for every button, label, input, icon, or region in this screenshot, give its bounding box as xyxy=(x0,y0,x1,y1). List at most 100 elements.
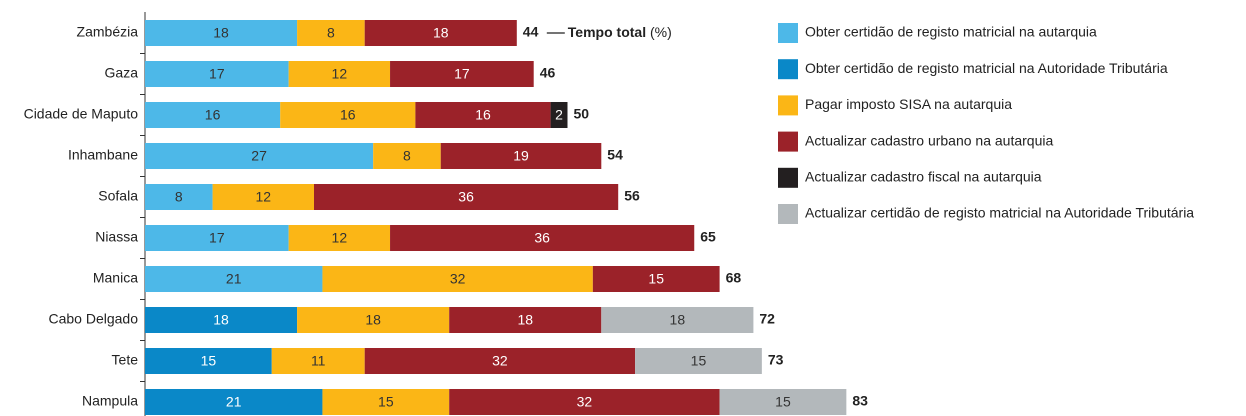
value-label: 8 xyxy=(403,148,411,164)
value-label: 32 xyxy=(492,353,508,369)
bar-segment xyxy=(449,389,720,415)
bar-segment xyxy=(145,102,281,128)
bar-segment xyxy=(145,61,289,87)
value-label: 8 xyxy=(175,189,183,205)
bar-segment xyxy=(550,102,568,128)
value-label: 36 xyxy=(458,189,474,205)
value-label: 15 xyxy=(378,394,394,410)
category-label: Cabo Delgado xyxy=(48,311,138,327)
bar-segment xyxy=(145,348,272,374)
bar-segment xyxy=(145,143,374,169)
bar-segment xyxy=(145,389,323,415)
bar-segment xyxy=(145,307,298,333)
bar-segment xyxy=(322,389,450,415)
bar-segment xyxy=(145,184,213,210)
bar-segment xyxy=(719,389,847,415)
annotation: Tempo total (%) xyxy=(568,24,672,40)
value-label: 18 xyxy=(670,312,686,328)
legend-swatch xyxy=(778,131,798,152)
legend-swatch xyxy=(778,95,798,116)
total-label: 44 xyxy=(523,24,539,40)
legend-label: Actualizar cadastro fiscal na autarquia xyxy=(805,169,1042,185)
category-label: Inhambane xyxy=(68,147,138,163)
category-label: Gaza xyxy=(105,65,139,81)
bar-segment xyxy=(288,225,391,251)
value-label: 32 xyxy=(577,394,593,410)
value-label: 17 xyxy=(454,66,470,82)
bar-segment xyxy=(271,348,365,374)
value-label: 17 xyxy=(209,230,225,246)
value-label: 36 xyxy=(534,230,550,246)
category-label: Manica xyxy=(93,270,138,286)
value-label: 15 xyxy=(691,353,707,369)
total-label: 83 xyxy=(852,393,868,409)
value-label: 16 xyxy=(340,107,356,123)
value-label: 32 xyxy=(450,271,466,287)
bar-segment xyxy=(297,307,450,333)
bar-segment xyxy=(297,20,365,46)
bar-segment xyxy=(415,102,551,128)
value-label: 18 xyxy=(433,25,449,41)
bar-segment xyxy=(314,184,619,210)
bar-segment xyxy=(280,102,416,128)
legend-swatch xyxy=(778,167,798,188)
legend-swatch xyxy=(778,23,798,43)
legend-swatch xyxy=(778,59,798,80)
value-label: 16 xyxy=(475,107,491,123)
value-label: 27 xyxy=(251,148,267,164)
value-label: 15 xyxy=(648,271,664,287)
total-label: 50 xyxy=(574,106,590,122)
bar-segment xyxy=(601,307,754,333)
bar-segment xyxy=(390,225,695,251)
value-label: 8 xyxy=(327,25,335,41)
value-label: 12 xyxy=(332,66,348,82)
bar-segment xyxy=(440,143,602,169)
value-label: 18 xyxy=(213,25,229,41)
category-label: Niassa xyxy=(95,229,138,245)
legend-label: Obter certidão de registo matricial na a… xyxy=(805,24,1097,40)
bar-segment xyxy=(449,307,602,333)
bar-segment xyxy=(145,266,323,292)
total-label: 65 xyxy=(700,229,716,245)
total-label: 73 xyxy=(768,352,784,368)
value-label: 21 xyxy=(226,271,242,287)
value-label: 17 xyxy=(209,66,225,82)
value-label: 11 xyxy=(311,353,326,369)
category-label: Sofala xyxy=(98,188,138,204)
bar-segment xyxy=(364,348,636,374)
value-label: 18 xyxy=(365,312,381,328)
value-label: 15 xyxy=(775,394,791,410)
total-label: 54 xyxy=(607,147,623,163)
total-label: 72 xyxy=(759,311,775,327)
value-label: 15 xyxy=(201,353,217,369)
annotation-unit: (%) xyxy=(650,24,672,40)
category-label: Cidade de Maputo xyxy=(24,106,139,122)
value-label: 16 xyxy=(205,107,221,123)
category-label: Tete xyxy=(112,352,139,368)
value-label: 21 xyxy=(226,394,242,410)
value-label: 19 xyxy=(513,148,529,164)
legend-label: Pagar imposto SISA na autarquia xyxy=(805,96,1012,112)
bar-segment xyxy=(322,266,593,292)
total-label: 56 xyxy=(624,188,640,204)
bar-segment xyxy=(592,266,720,292)
legend-label: Obter certidão de registo matricial na A… xyxy=(805,60,1168,76)
category-label: Zambézia xyxy=(77,24,139,40)
value-label: 12 xyxy=(256,189,272,205)
value-label: 2 xyxy=(555,107,563,123)
bar-segment xyxy=(390,61,534,87)
bar-segment xyxy=(635,348,762,374)
bar-segment xyxy=(145,225,289,251)
category-label: Nampula xyxy=(82,393,138,409)
legend-label: Actualizar cadastro urbano na autarquia xyxy=(805,132,1053,148)
legend-swatch xyxy=(778,204,798,224)
total-label: 46 xyxy=(540,65,556,81)
total-label: 68 xyxy=(726,270,742,286)
value-label: 18 xyxy=(213,312,229,328)
value-label: 18 xyxy=(517,312,533,328)
legend-label: Actualizar certidão de registo matricial… xyxy=(805,205,1194,221)
annotation-bold: Tempo total xyxy=(568,24,646,40)
bar-segment xyxy=(364,20,517,46)
value-label: 12 xyxy=(332,230,348,246)
